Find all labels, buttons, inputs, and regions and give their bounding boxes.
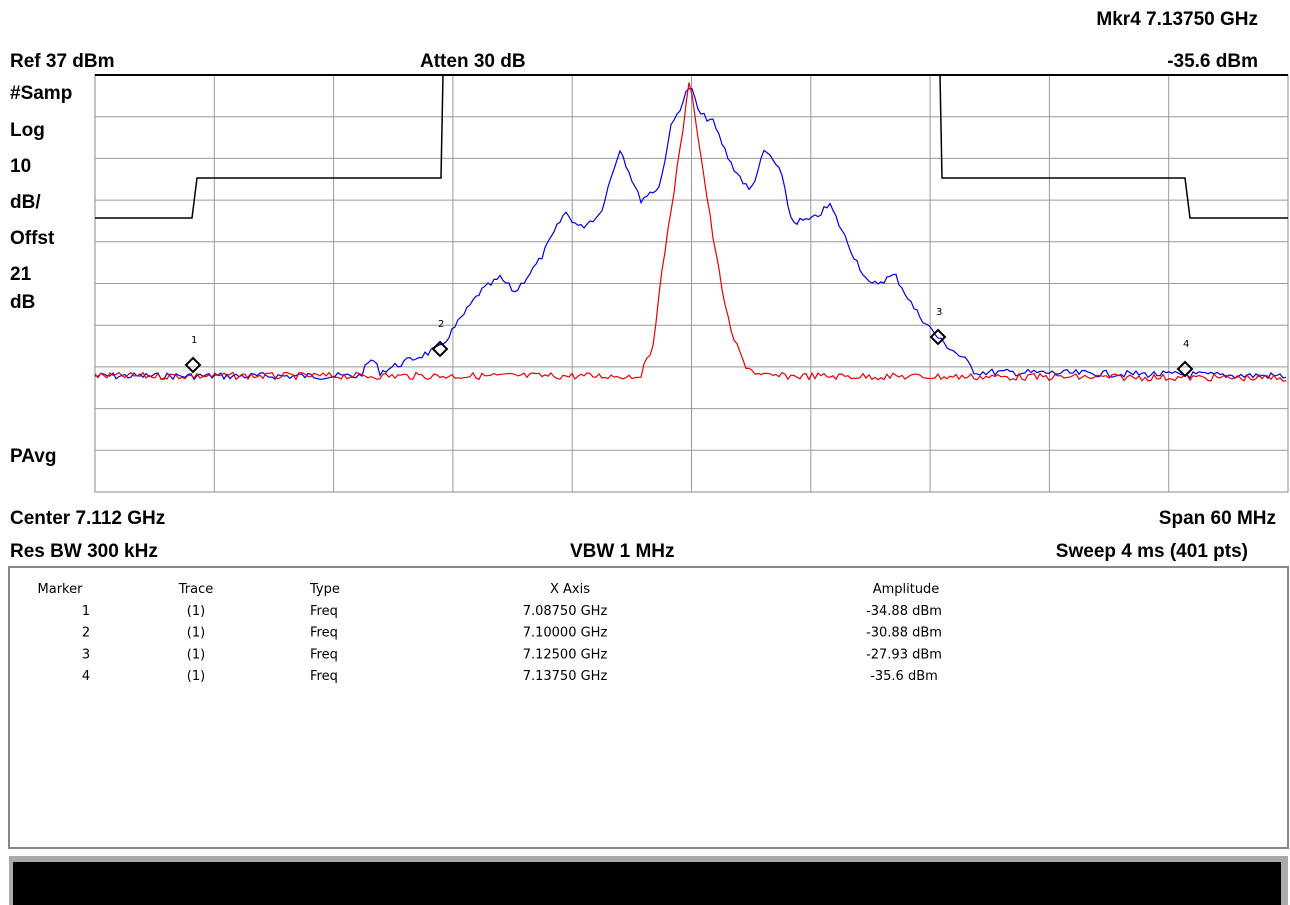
marker-number: 2 bbox=[438, 319, 444, 330]
side-label: 10 bbox=[10, 156, 31, 177]
left-labels: #Samp Log 10 dB/Offst 21 dB PAvg bbox=[10, 83, 72, 467]
column-header: Trace bbox=[178, 582, 214, 597]
side-label: dB bbox=[10, 292, 35, 313]
marker-diamond bbox=[929, 328, 947, 346]
table-cell: 7.12500 GHz bbox=[523, 647, 608, 662]
vbw: VBW 1 MHz bbox=[570, 541, 675, 562]
table-cell: 4 bbox=[82, 669, 90, 684]
plot: 1 2 3 4 bbox=[94, 74, 1289, 493]
column-header: Marker bbox=[38, 582, 84, 597]
table-cell: -30.88 dBm bbox=[866, 626, 942, 641]
table-cell: -34.88 dBm bbox=[866, 604, 942, 619]
table-cell: (1) bbox=[187, 647, 205, 662]
marker-diamond bbox=[1176, 360, 1194, 378]
sweep: Sweep 4 ms (401 pts) bbox=[1056, 541, 1248, 562]
attenuation: Atten 30 dB bbox=[420, 51, 526, 72]
side-label: Offst bbox=[10, 228, 55, 249]
table-cell: 1 bbox=[82, 604, 90, 619]
table-cell: 7.13750 GHz bbox=[523, 669, 608, 684]
table-cell: (1) bbox=[187, 626, 205, 641]
ref-level: Ref 37 dBm bbox=[10, 51, 115, 72]
marker-readout: Mkr4 7.13750 GHz bbox=[1096, 9, 1258, 30]
side-label: Log bbox=[10, 120, 45, 141]
table-cell: 2 bbox=[82, 626, 90, 641]
marker-amplitude: -35.6 dBm bbox=[1167, 51, 1258, 72]
marker-number: 3 bbox=[936, 307, 942, 318]
column-header: X Axis bbox=[550, 582, 590, 597]
marker-table: Marker Trace Type X Axis Amplitude 1 (1) Freq 7.… bbox=[38, 582, 942, 684]
side-label: 21 bbox=[10, 264, 32, 285]
side-label: #Samp bbox=[10, 83, 72, 104]
table-cell: -35.6 dBm bbox=[870, 669, 938, 684]
table-cell: -27.93 dBm bbox=[866, 647, 942, 662]
limit-mask bbox=[939, 74, 1288, 219]
marker-table-panel bbox=[8, 566, 1289, 849]
table-cell: Freq bbox=[310, 647, 338, 662]
center-frequency: Center 7.112 GHz bbox=[10, 508, 165, 529]
table-cell: Freq bbox=[310, 626, 338, 641]
res-bw: Res BW 300 kHz bbox=[10, 541, 158, 562]
column-header: Amplitude bbox=[873, 582, 940, 597]
table-cell: 3 bbox=[82, 647, 90, 662]
table-cell: 7.10000 GHz bbox=[523, 626, 608, 641]
marker-diamond bbox=[431, 340, 449, 358]
table-cell: (1) bbox=[187, 604, 205, 619]
status-bar bbox=[13, 862, 1281, 905]
marker-diamond bbox=[184, 356, 202, 374]
table-cell: 7.08750 GHz bbox=[523, 604, 608, 619]
marker-number: 1 bbox=[191, 335, 197, 346]
side-label: dB/ bbox=[10, 192, 41, 213]
trace-red bbox=[94, 82, 1287, 382]
side-label: PAvg bbox=[10, 446, 56, 467]
span: Span 60 MHz bbox=[1159, 508, 1276, 529]
table-cell: Freq bbox=[310, 604, 338, 619]
marker-number: 4 bbox=[1183, 339, 1189, 350]
column-header: Type bbox=[309, 582, 340, 597]
table-cell: (1) bbox=[187, 669, 205, 684]
table-cell: Freq bbox=[310, 669, 338, 684]
limit-mask bbox=[95, 74, 444, 219]
